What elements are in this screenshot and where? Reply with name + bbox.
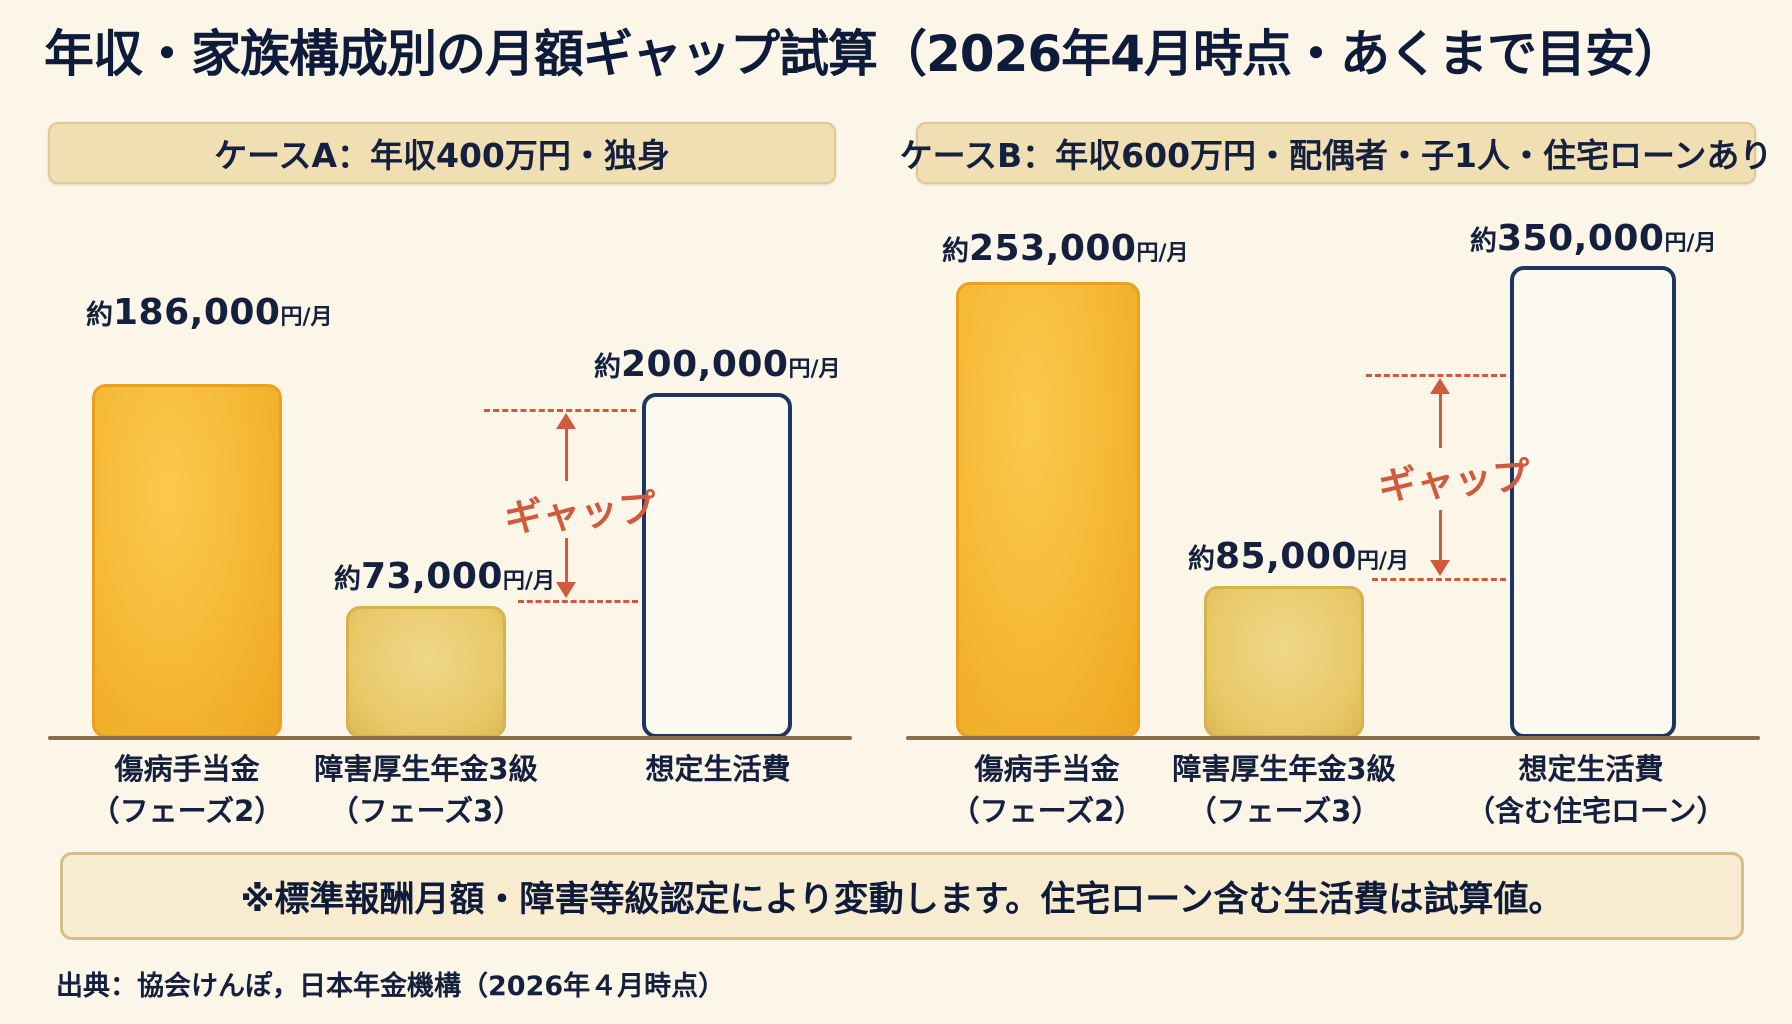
case-a-chart: 約186,000円/月 約73,000円/月 約200,000円/月 ギャップ … <box>48 200 852 830</box>
bar-living-expenses <box>1510 266 1676 738</box>
arrow-up-shaft <box>565 426 568 481</box>
gap-label: ギャップ <box>1376 453 1532 509</box>
gap-top-dashed-line <box>1366 374 1506 377</box>
bar-value-label: 約85,000円/月 <box>1188 536 1409 577</box>
arrow-up-icon <box>556 413 576 429</box>
arrow-up-icon <box>1430 378 1450 394</box>
bar-disability-pension <box>346 606 506 738</box>
category-label: 傷病手当金 （フェーズ2） <box>90 752 284 828</box>
footnote-box: ※標準報酬月額・障害等級認定により変動します。住宅ローン含む生活費は試算値。 <box>60 852 1744 940</box>
bar-injury-allowance <box>92 384 282 738</box>
case-b-banner: ケースB：年収600万円・配偶者・子1人・住宅ローンあり <box>900 122 1772 184</box>
arrow-down-icon <box>1430 560 1450 576</box>
category-label: 障害厚生年金3級 （フェーズ3） <box>1172 752 1396 828</box>
gap-bottom-dashed-line <box>518 600 638 603</box>
bar-value-label: 約73,000円/月 <box>334 556 555 597</box>
bar-value-label: 約200,000円/月 <box>594 344 841 385</box>
arrow-up-shaft <box>1439 392 1442 448</box>
x-axis-baseline <box>48 736 852 740</box>
x-axis-baseline <box>906 736 1760 740</box>
case-b-chart: 約253,000円/月 約85,000円/月 約350,000円/月 ギャップ … <box>906 200 1760 830</box>
gap-bottom-dashed-line <box>1372 578 1506 581</box>
page-title: 年収・家族構成別の月額ギャップ試算（2026年4月時点・あくまで目安） <box>44 25 1684 83</box>
source-citation: 出典：協会けんぽ，日本年金機構（2026年４月時点） <box>56 971 726 1002</box>
category-label: 障害厚生年金3級 （フェーズ3） <box>314 752 538 828</box>
arrow-down-shaft <box>1439 510 1442 564</box>
bar-value-label: 約350,000円/月 <box>1470 218 1717 259</box>
bar-value-label: 約253,000円/月 <box>942 228 1189 269</box>
bar-injury-allowance <box>956 282 1140 738</box>
bar-value-label: 約186,000円/月 <box>86 292 333 333</box>
bar-disability-pension <box>1204 586 1364 738</box>
gap-top-dashed-line <box>484 409 636 412</box>
gap-label: ギャップ <box>502 485 658 541</box>
case-a-banner: ケースA：年収400万円・独身 <box>48 122 836 184</box>
bar-living-expenses <box>642 393 792 738</box>
category-label: 想定生活費 <box>645 752 791 786</box>
category-label: 想定生活費 （含む住宅ローン） <box>1466 752 1726 828</box>
category-label: 傷病手当金 （フェーズ2） <box>950 752 1144 828</box>
arrow-down-shaft <box>565 538 568 586</box>
arrow-down-icon <box>556 582 576 598</box>
